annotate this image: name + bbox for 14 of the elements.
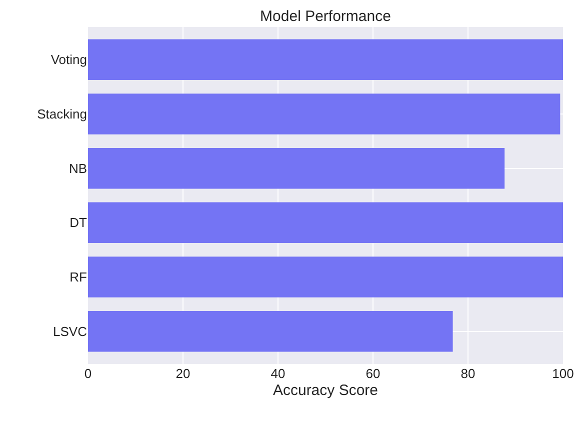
x-axis-title: Accuracy Score bbox=[272, 382, 378, 399]
y-tick-label: Stacking bbox=[37, 106, 87, 122]
x-tick-label: 40 bbox=[270, 366, 286, 381]
x-tick-label: 0 bbox=[84, 366, 92, 381]
x-tick-label: 80 bbox=[460, 366, 476, 381]
x-tick-label: 20 bbox=[176, 366, 190, 381]
x-tick-label: 60 bbox=[366, 366, 380, 381]
chart-title: Model Performance bbox=[260, 8, 391, 26]
y-tick-label: LSVC bbox=[53, 324, 87, 339]
y-tick-label: NB bbox=[68, 160, 87, 176]
y-tick-label: Voting bbox=[50, 52, 87, 68]
y-tick-label: DT bbox=[70, 215, 88, 230]
y-tick-label: RF bbox=[70, 270, 88, 285]
x-tick-label: 100 bbox=[552, 366, 574, 381]
